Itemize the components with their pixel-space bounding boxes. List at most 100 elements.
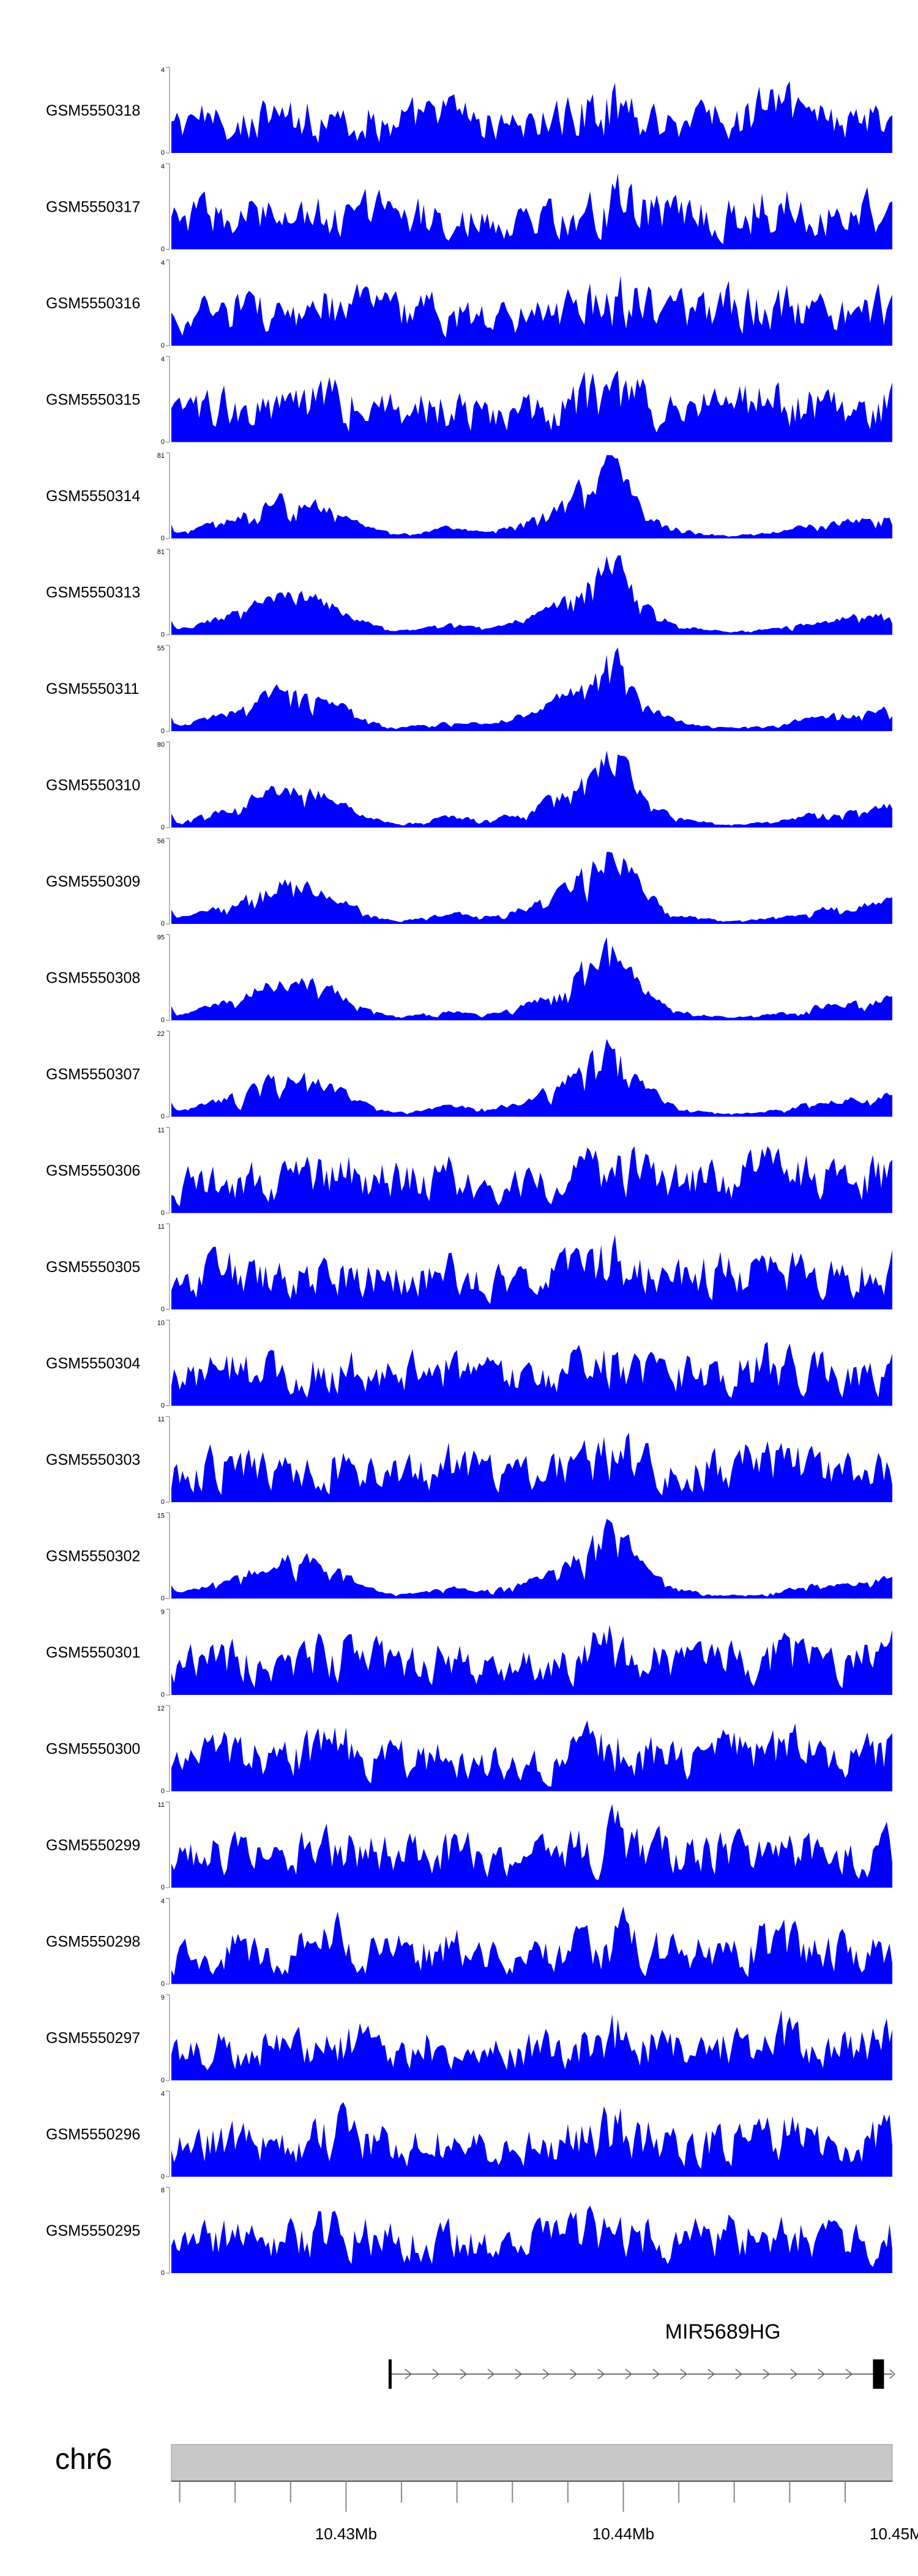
track-GSM5550303: GSM5550303 11 0 <box>46 1416 892 1506</box>
track-ymin-label: 0 <box>161 631 165 639</box>
track-ymax-label: 56 <box>157 838 165 845</box>
coverage-area <box>171 555 892 635</box>
track-GSM5550299: GSM5550299 11 0 <box>46 1801 892 1891</box>
track-ymin-label: 0 <box>161 2173 165 2181</box>
track-label: GSM5550305 <box>46 1259 140 1276</box>
gene-exon-end <box>873 2359 884 2389</box>
strand-arrow <box>625 2369 633 2380</box>
strand-arrow <box>735 2369 743 2380</box>
track-ymin-label: 0 <box>161 439 165 446</box>
strand-arrow <box>680 2369 688 2380</box>
coverage-area <box>171 2010 892 2080</box>
chromosome-label: chr6 <box>55 2443 112 2476</box>
track-label: GSM5550299 <box>46 1837 140 1854</box>
gene-label: MIR5689HG <box>665 2320 781 2343</box>
track-ymin-label: 0 <box>161 1788 165 1795</box>
coverage-area <box>171 1804 892 1888</box>
track-GSM5550311: GSM5550311 55 0 <box>46 645 892 735</box>
track-ymin-label: 0 <box>161 1306 165 1313</box>
track-GSM5550296: GSM5550296 4 0 <box>46 2091 892 2181</box>
track-ymax-label: 15 <box>157 1513 165 1520</box>
track-GSM5550318: GSM5550318 4 0 <box>46 67 892 157</box>
x-tick-label: 10.44Mb <box>592 2525 654 2543</box>
track-ymax-label: 81 <box>157 549 165 556</box>
track-label: GSM5550295 <box>46 2222 140 2239</box>
track-label: GSM5550303 <box>46 1451 140 1469</box>
strand-arrow <box>432 2369 440 2380</box>
track-ymin-label: 0 <box>161 824 165 832</box>
track-GSM5550307: GSM5550307 22 0 <box>46 1030 892 1120</box>
track-GSM5550315: GSM5550315 4 0 <box>46 356 892 446</box>
strand-arrow <box>460 2369 468 2380</box>
coverage-area <box>171 275 892 346</box>
track-label: GSM5550298 <box>46 1934 140 1951</box>
track-ymax-label: 4 <box>161 67 165 74</box>
track-label: GSM5550304 <box>46 1355 140 1372</box>
track-label: GSM5550297 <box>46 2030 140 2047</box>
strand-arrow <box>763 2369 771 2380</box>
track-GSM5550314: GSM5550314 81 0 <box>46 452 892 542</box>
coverage-area <box>171 750 892 828</box>
coverage-area <box>171 1235 892 1309</box>
track-label: GSM5550316 <box>46 295 140 312</box>
strand-arrow <box>597 2369 605 2380</box>
track-label: GSM5550318 <box>46 102 140 119</box>
coverage-area <box>171 370 892 442</box>
track-GSM5550305: GSM5550305 11 0 <box>46 1223 892 1313</box>
track-ymin-label: 0 <box>161 2077 165 2084</box>
strand-arrow <box>570 2369 578 2380</box>
track-label: GSM5550311 <box>46 680 139 698</box>
strand-arrow <box>889 2369 896 2379</box>
coverage-area <box>171 1432 892 1502</box>
track-ymax-label: 4 <box>161 163 165 171</box>
track-GSM5550295: GSM5550295 8 0 <box>46 2187 892 2277</box>
track-ymax-label: 4 <box>161 356 165 363</box>
track-label: GSM5550314 <box>46 488 140 505</box>
track-GSM5550308: GSM5550308 95 0 <box>46 934 892 1024</box>
coverage-area <box>171 1720 892 1792</box>
coverage-area <box>171 173 892 250</box>
track-label: GSM5550300 <box>46 1741 140 1758</box>
strand-arrow <box>652 2369 660 2380</box>
track-GSM5550302: GSM5550302 15 0 <box>46 1513 892 1603</box>
track-ymax-label: 4 <box>161 1898 165 1905</box>
track-ymax-label: 22 <box>157 1030 165 1038</box>
coverage-area <box>171 2102 892 2177</box>
track-GSM5550316: GSM5550316 4 0 <box>46 259 892 349</box>
track-ymax-label: 12 <box>157 1705 165 1713</box>
track-label: GSM5550313 <box>46 584 140 601</box>
track-label: GSM5550317 <box>46 199 140 216</box>
track-ymin-label: 0 <box>161 342 165 349</box>
strand-arrow <box>707 2369 715 2380</box>
track-ymin-label: 0 <box>161 1017 165 1024</box>
coverage-area <box>171 937 892 1021</box>
strand-arrow <box>405 2369 412 2380</box>
coverage-area <box>171 647 892 731</box>
strand-arrow <box>845 2369 853 2380</box>
track-ymax-label: 10 <box>157 1320 165 1327</box>
x-tick-label: 10.43Mb <box>315 2525 377 2543</box>
track-ymax-label: 11 <box>158 1127 165 1134</box>
track-GSM5550304: GSM5550304 10 0 <box>46 1320 892 1410</box>
coverage-area <box>171 1519 892 1599</box>
strand-arrow <box>487 2369 495 2380</box>
coverage-area <box>171 455 892 538</box>
strand-arrow <box>818 2369 826 2380</box>
track-label: GSM5550315 <box>46 392 140 409</box>
track-GSM5550309: GSM5550309 56 0 <box>46 838 892 928</box>
track-label: GSM5550310 <box>46 777 140 794</box>
track-ymin-label: 0 <box>161 535 165 542</box>
track-ymin-label: 0 <box>161 2269 165 2277</box>
coverage-tracks: GSM555031840GSM555031740GSM555031640GSM5… <box>46 67 892 2277</box>
track-label: GSM5550309 <box>46 873 140 890</box>
track-ymax-label: 81 <box>157 452 165 460</box>
track-label: GSM5550302 <box>46 1548 140 1565</box>
track-ymin-label: 0 <box>161 1210 165 1217</box>
chromosome-ideogram <box>171 2444 893 2482</box>
track-ymax-label: 9 <box>161 1994 165 2001</box>
coverage-area <box>171 1625 892 1695</box>
track-ymax-label: 11 <box>158 1416 165 1423</box>
track-GSM5550317: GSM5550317 4 0 <box>46 163 892 253</box>
coverage-area <box>171 852 892 924</box>
strand-arrow <box>790 2369 798 2380</box>
